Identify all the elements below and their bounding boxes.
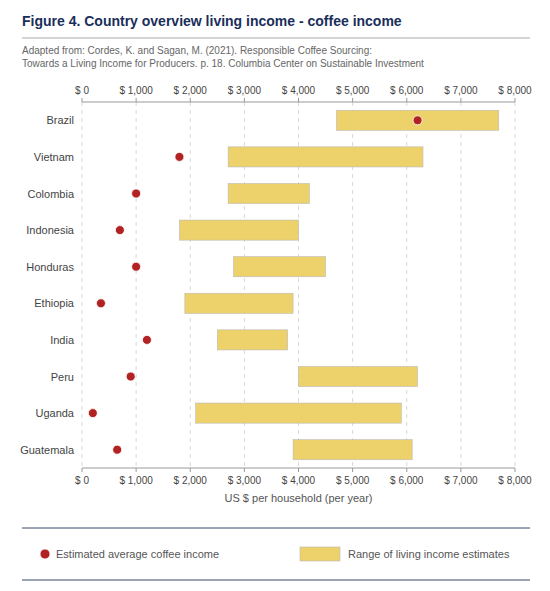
range-bar (196, 403, 402, 423)
dot (126, 372, 135, 381)
chart-container: Figure 4. Country overview living income… (0, 0, 550, 591)
tick-mark (515, 468, 516, 472)
range-bar (299, 366, 418, 386)
tick-label: $ 2,000 (174, 85, 208, 96)
tick-mark (136, 468, 137, 472)
dot (413, 116, 422, 125)
tick-mark (298, 468, 299, 472)
x-axis-line (82, 468, 515, 469)
grid-line (460, 102, 461, 468)
tick-label: $ 0 (75, 475, 89, 486)
tick-mark (352, 468, 353, 472)
tick-label: $ 0 (75, 85, 89, 96)
dot (115, 226, 124, 235)
range-bar (228, 147, 423, 167)
grid-line (82, 102, 83, 468)
grid (82, 102, 515, 468)
tick-label: $ 8,000 (498, 85, 532, 96)
tick-label: $ 5,000 (336, 475, 370, 486)
dot (132, 189, 141, 198)
category-label: Guatemala (20, 444, 75, 456)
tick-mark (515, 98, 516, 102)
tick-label: $ 3,000 (228, 85, 262, 96)
tick-label: $ 1,000 (119, 475, 153, 486)
tick-mark (82, 98, 83, 102)
x-axis-label: US $ per household (per year) (225, 492, 373, 504)
tick-mark (406, 468, 407, 472)
category-label: Peru (51, 371, 74, 383)
range-bar (217, 330, 287, 350)
title: Figure 4. Country overview living income… (22, 13, 402, 29)
tick-label: $ 4,000 (282, 475, 316, 486)
dot (88, 409, 97, 418)
legend-label: Estimated average coffee income (56, 548, 219, 560)
tick-label: $ 1,000 (119, 85, 153, 96)
tick-label: $ 4,000 (282, 85, 316, 96)
range-bar (185, 293, 293, 313)
category-label: Brazil (46, 114, 74, 126)
tick-mark (298, 98, 299, 102)
tick-mark (190, 98, 191, 102)
legend-rule (22, 580, 530, 581)
tick-label: $ 7,000 (444, 85, 478, 96)
tick-mark (406, 98, 407, 102)
dot (113, 445, 122, 454)
tick-mark (460, 468, 461, 472)
tick-mark (190, 468, 191, 472)
dot (142, 335, 151, 344)
title-rule (22, 38, 530, 39)
category-label: Uganda (35, 407, 74, 419)
tick-mark (352, 98, 353, 102)
legend-label: Range of living income estimates (348, 548, 510, 560)
legend-swatch (300, 547, 340, 561)
tick-label: $ 3,000 (228, 475, 262, 486)
tick-mark (136, 98, 137, 102)
tick-label: $ 2,000 (174, 475, 208, 486)
dot (175, 152, 184, 161)
tick-label: $ 7,000 (444, 475, 478, 486)
legend-rule (22, 528, 530, 529)
legend: Estimated average coffee income Range of … (22, 528, 530, 580)
subtitle: Towards a Living Income for Producers. p… (22, 58, 424, 69)
category-label: Ethiopia (34, 297, 75, 309)
tick-label: $ 6,000 (390, 475, 424, 486)
tick-mark (244, 98, 245, 102)
legend-swatch (40, 549, 50, 559)
marks (88, 110, 498, 460)
subtitle: Adapted from: Cordes, K. and Sagan, M. (… (22, 45, 372, 56)
grid-line (136, 102, 137, 468)
tick-label: $ 6,000 (390, 85, 424, 96)
range-bar (228, 183, 309, 203)
category-label: Vietnam (34, 151, 74, 163)
x-axis-line (82, 102, 515, 103)
grid-line (515, 102, 516, 468)
category-label: Honduras (26, 261, 74, 273)
dot (132, 262, 141, 271)
axes: $ 0 $ 0 $ 1,000 $ 1,000 $ 2,000 $ 2,000 $ 3,00… (20, 85, 532, 504)
dot (96, 299, 105, 308)
tick-mark (460, 98, 461, 102)
range-bar (336, 110, 498, 130)
category-label: Indonesia (26, 224, 75, 236)
tick-label: $ 8,000 (498, 475, 532, 486)
grid-line (190, 102, 191, 468)
category-label: India (50, 334, 75, 346)
category-label: Colombia (28, 188, 75, 200)
series (88, 116, 422, 454)
tick-mark (82, 468, 83, 472)
range-bar (293, 440, 412, 460)
tick-label: $ 5,000 (336, 85, 370, 96)
range-bar (234, 257, 326, 277)
range-bar (179, 220, 298, 240)
chart-svg: Figure 4. Country overview living income… (0, 0, 550, 591)
series (179, 110, 498, 460)
tick-mark (244, 468, 245, 472)
